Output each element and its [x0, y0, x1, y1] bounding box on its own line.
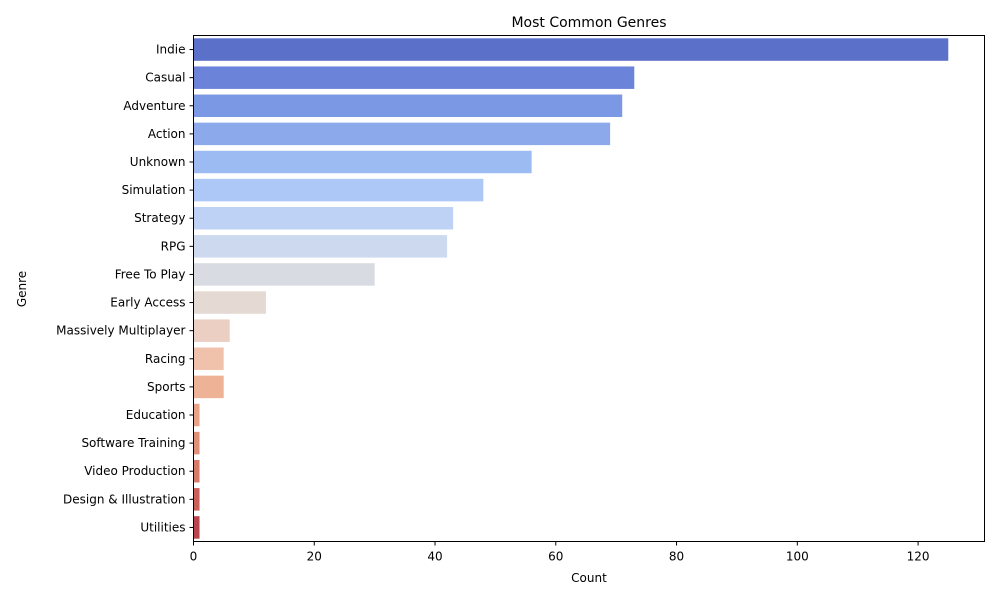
bar-early-access	[193, 291, 266, 314]
y-tick-label: Adventure	[123, 99, 185, 113]
bar-simulation	[193, 178, 484, 202]
y-tick-label: Massively Multiplayer	[56, 324, 185, 338]
y-tick-label: Early Access	[110, 296, 185, 310]
bar-unknown	[193, 150, 532, 174]
x-tick-labels: 0 20 40 60 80 100 120	[190, 541, 930, 564]
bar-education	[193, 403, 200, 427]
y-tick-label: Simulation	[122, 183, 186, 197]
x-tick-label: 80	[669, 550, 684, 564]
y-tick-label: Racing	[145, 352, 186, 366]
x-tick-label: 100	[786, 550, 809, 564]
bar-video-production	[193, 459, 200, 483]
bar-adventure	[193, 94, 623, 118]
x-tick-label: 60	[548, 550, 563, 564]
y-tick-label: Action	[148, 127, 186, 141]
y-tick-label: Utilities	[140, 520, 185, 534]
y-tick-label: Strategy	[134, 211, 185, 225]
chart-title: Most Common Genres	[511, 15, 666, 31]
bar-racing	[193, 347, 224, 371]
y-tick-label: Unknown	[130, 155, 186, 169]
y-tick-label: Education	[126, 408, 186, 422]
y-tick-label: Software Training	[81, 436, 185, 450]
y-tick-label: Free To Play	[115, 267, 186, 281]
bar-casual	[193, 66, 635, 89]
bar-action	[193, 122, 611, 146]
y-tick-label: Video Production	[84, 464, 185, 478]
x-tick-label: 120	[907, 550, 930, 564]
bar-indie	[193, 38, 949, 61]
y-tick-label: RPG	[161, 239, 186, 253]
bar-rpg	[193, 235, 448, 258]
bar-free-to-play	[193, 263, 375, 286]
bar-software-training	[193, 431, 200, 455]
bar-design-illustration	[193, 488, 200, 511]
bar-strategy	[193, 206, 454, 230]
bars-group	[193, 38, 949, 539]
y-tick-label: Casual	[145, 71, 185, 85]
y-axis-label: Genre	[15, 271, 29, 307]
y-tick-labels: Indie Casual Adventure Action Unknown Simulat…	[56, 43, 194, 534]
bar-massively-multiplayer	[193, 319, 230, 342]
x-tick-label: 40	[427, 550, 442, 564]
bar-sports	[193, 375, 224, 399]
y-tick-label: Indie	[156, 43, 185, 57]
bar-utilities	[193, 516, 200, 539]
x-tick-label: 20	[307, 550, 322, 564]
plot-frame	[193, 35, 985, 542]
y-tick-label: Design & Illustration	[63, 492, 185, 506]
y-tick-label: Sports	[147, 380, 185, 394]
x-axis-label: Count	[571, 571, 607, 585]
x-tick-label: 0	[190, 550, 198, 564]
